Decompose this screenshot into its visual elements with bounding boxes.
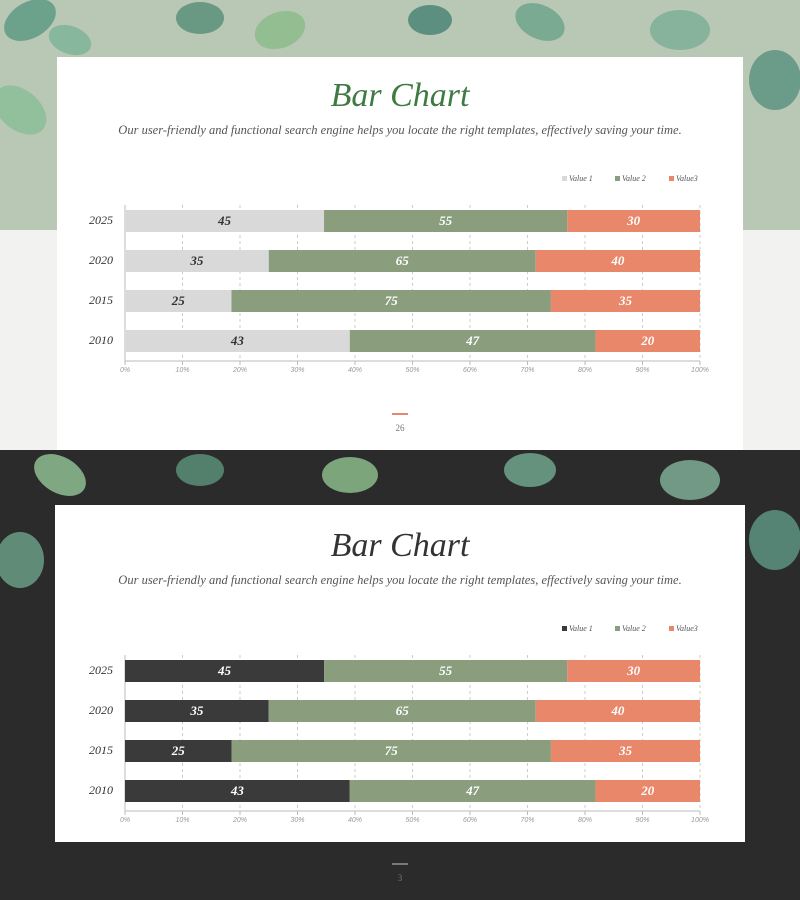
- y-tick-label: 2025: [89, 213, 113, 227]
- data-label: 75: [385, 743, 399, 758]
- bar-segment: [231, 290, 551, 312]
- legend-swatch: [562, 176, 567, 181]
- data-label: 25: [171, 743, 186, 758]
- y-tick-label: 2015: [89, 743, 113, 757]
- bar-segment: [349, 780, 596, 802]
- x-tick-label: 20%: [232, 367, 247, 374]
- data-label: 40: [610, 253, 625, 268]
- x-tick-label: 30%: [290, 817, 304, 824]
- leaves: [0, 0, 800, 588]
- legend-swatch: [669, 626, 674, 631]
- legend-swatch: [562, 626, 567, 631]
- x-tick-label: 40%: [348, 367, 362, 374]
- x-tick-label: 0%: [120, 367, 130, 374]
- data-label: 43: [230, 783, 245, 798]
- bar-segment: [125, 780, 350, 802]
- subtitle: Our user-friendly and functional search …: [118, 573, 681, 587]
- bar-segment: [125, 740, 232, 762]
- data-label: 43: [230, 333, 245, 348]
- legend-label: Value 2: [622, 174, 646, 183]
- x-tick-label: 0%: [120, 817, 130, 824]
- legend-label: Value 2: [622, 624, 646, 633]
- y-tick-label: 2010: [89, 783, 113, 797]
- bar-segment: [567, 210, 700, 232]
- bar-segment: [125, 660, 325, 682]
- data-label: 25: [171, 293, 186, 308]
- bar-segment: [595, 780, 700, 802]
- x-tick-label: 50%: [405, 817, 419, 824]
- x-tick-label: 40%: [348, 817, 362, 824]
- x-tick-label: 100%: [691, 817, 709, 824]
- legend-label: Value 1: [569, 174, 593, 183]
- data-label: 65: [396, 253, 410, 268]
- bar-segment: [268, 700, 536, 722]
- page-number: 3: [398, 873, 403, 883]
- data-label: 35: [618, 293, 633, 308]
- data-label: 75: [385, 293, 399, 308]
- page-number: 26: [396, 423, 406, 433]
- data-label: 35: [618, 743, 633, 758]
- bar-segment: [125, 210, 325, 232]
- bar-segment: [231, 740, 551, 762]
- x-tick-label: 30%: [290, 367, 304, 374]
- data-label: 30: [626, 213, 641, 228]
- data-label: 55: [439, 663, 453, 678]
- y-tick-label: 2025: [89, 663, 113, 677]
- data-label: 47: [465, 783, 480, 798]
- data-label: 35: [189, 253, 204, 268]
- bar-segment: [550, 740, 700, 762]
- legend-swatch: [669, 176, 674, 181]
- data-label: 55: [439, 213, 453, 228]
- bar-segment: [125, 700, 269, 722]
- x-tick-label: 10%: [175, 367, 189, 374]
- legend-swatch: [615, 626, 620, 631]
- y-tick-label: 2010: [89, 333, 113, 347]
- data-label: 20: [640, 333, 655, 348]
- data-label: 30: [626, 663, 641, 678]
- chart-title: Bar Chart: [331, 527, 471, 564]
- x-tick-label: 20%: [232, 817, 247, 824]
- legend-label: Value3: [676, 174, 698, 183]
- bar-segment: [567, 660, 700, 682]
- chart-title: Bar Chart: [331, 77, 471, 114]
- bar-segment: [125, 330, 350, 352]
- y-tick-label: 2020: [89, 703, 113, 717]
- x-tick-label: 60%: [463, 817, 477, 824]
- data-label: 20: [640, 783, 655, 798]
- bar-segment: [535, 700, 700, 722]
- bar-segment: [550, 290, 700, 312]
- x-tick-label: 90%: [635, 817, 649, 824]
- data-label: 65: [396, 703, 410, 718]
- legend-label: Value3: [676, 624, 698, 633]
- x-tick-label: 10%: [175, 817, 189, 824]
- x-tick-label: 80%: [578, 367, 592, 374]
- bar-segment: [125, 250, 269, 272]
- y-tick-label: 2015: [89, 293, 113, 307]
- x-tick-label: 80%: [578, 817, 592, 824]
- data-label: 47: [465, 333, 480, 348]
- bar-segment: [349, 330, 596, 352]
- y-tick-label: 2020: [89, 253, 113, 267]
- data-label: 35: [189, 703, 204, 718]
- bar-segment: [535, 250, 700, 272]
- x-tick-label: 70%: [520, 367, 534, 374]
- legend-swatch: [615, 176, 620, 181]
- bar-segment: [324, 210, 568, 232]
- bar-segment: [125, 290, 232, 312]
- data-label: 45: [217, 213, 232, 228]
- x-tick-label: 50%: [405, 367, 419, 374]
- x-tick-label: 70%: [520, 817, 534, 824]
- bar-segment: [595, 330, 700, 352]
- x-tick-label: 100%: [691, 367, 709, 374]
- bar-segment: [268, 250, 536, 272]
- legend-label: Value 1: [569, 624, 593, 633]
- bar-segment: [324, 660, 568, 682]
- data-label: 40: [610, 703, 625, 718]
- x-tick-label: 60%: [463, 367, 477, 374]
- subtitle: Our user-friendly and functional search …: [118, 123, 681, 137]
- x-tick-label: 90%: [635, 367, 649, 374]
- data-label: 45: [217, 663, 232, 678]
